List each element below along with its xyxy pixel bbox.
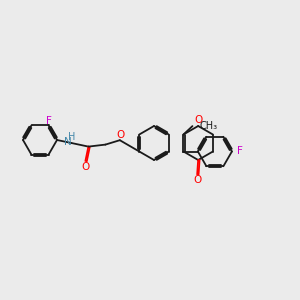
Text: O: O bbox=[193, 175, 201, 185]
Text: O: O bbox=[81, 162, 89, 172]
Text: CH₃: CH₃ bbox=[200, 121, 217, 131]
Text: F: F bbox=[46, 116, 51, 126]
Text: F: F bbox=[238, 146, 243, 155]
Text: H: H bbox=[68, 132, 76, 142]
Text: O: O bbox=[116, 130, 124, 140]
Text: N: N bbox=[64, 137, 72, 147]
Text: O: O bbox=[194, 116, 202, 125]
